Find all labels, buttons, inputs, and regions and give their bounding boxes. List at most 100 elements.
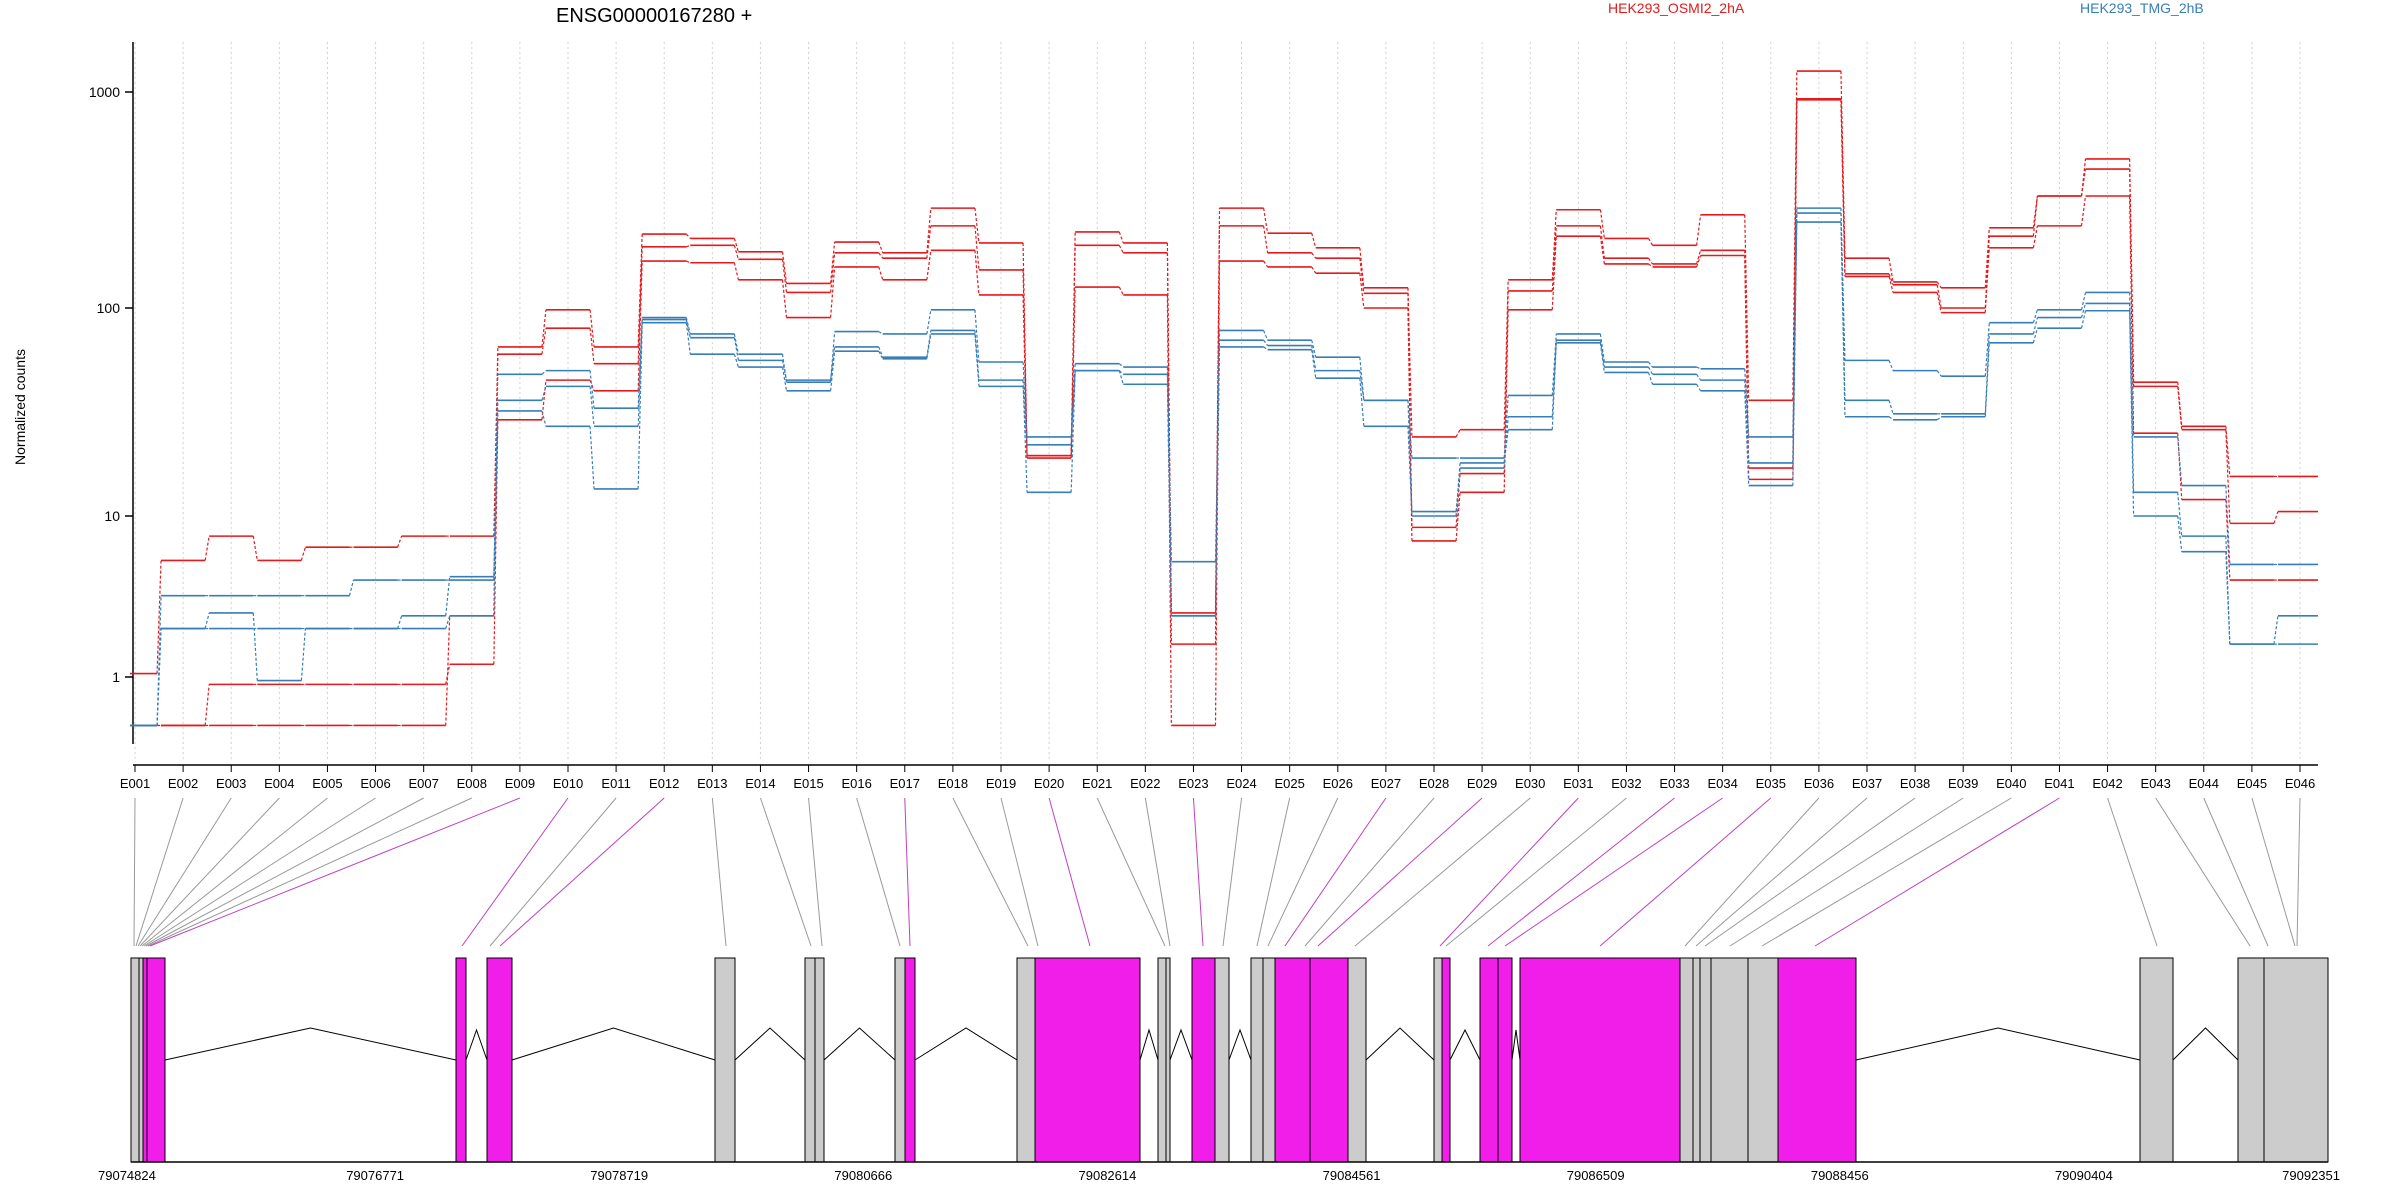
exon-block [455,957,467,1163]
series-transition [1792,213,1798,463]
series-transition [1744,390,1750,486]
series-transition [1984,247,1990,313]
exon-label: E037 [1852,776,1882,791]
exon-label: E013 [697,776,727,791]
intron-line [1365,1027,1435,1061]
exon-connector [759,797,812,947]
exon-block [714,957,736,1163]
exon-connector [489,797,617,947]
series-transition [1166,384,1172,616]
series-transition [204,536,210,561]
exon-block [1347,957,1367,1163]
exon-block [1747,957,1779,1163]
series-transition [2032,327,2038,343]
exon-label: E010 [553,776,583,791]
series-transition [685,322,691,355]
exon-label: E016 [841,776,871,791]
exon-block [2263,957,2329,1163]
series-transition [1599,340,1605,368]
series-transition [1696,255,1702,268]
series-transition [1888,360,1894,371]
series-transition [2080,168,2087,197]
series-transition [1696,383,1702,392]
exon-block [2139,957,2174,1163]
coord-label: 79084561 [1323,1168,1381,1183]
exon-label: E028 [1419,776,1449,791]
series-blue-4 [130,212,2318,727]
exon-connectors [133,797,2301,947]
legend-entry-blue: HEK293_TMG_2hB [2080,0,2204,16]
exon-label: E014 [745,776,775,791]
exon-connector [1048,797,1091,947]
exon-label: E045 [2237,776,2267,791]
exon-label: E025 [1274,776,1304,791]
exon-connector [1599,797,1772,947]
series-transition [1888,416,1894,421]
exon-label: E002 [168,776,198,791]
series-transition [1311,340,1317,358]
exon-connector [135,797,184,947]
series-transition [541,370,547,375]
exon-connector [1504,797,1723,947]
series-transition [637,246,643,364]
series-transition [1359,247,1365,288]
exon-block [146,957,166,1163]
series-transition [2177,492,2183,537]
series-transition [2080,292,2087,310]
exon-block [1519,957,1681,1163]
exon-block [486,957,513,1163]
exon-connector [1284,797,1387,947]
series-transition [685,319,691,338]
exon-block [1250,957,1264,1163]
series-transition [300,628,306,681]
series-transition [733,262,739,280]
series-transition [589,370,595,409]
series-transition [1792,99,1798,480]
series-transition [926,250,932,280]
exon-connector [1695,797,1868,947]
series-transition [1551,342,1557,430]
series-transition [2177,436,2183,486]
intron-line [823,1027,896,1061]
series-transition [1022,380,1028,493]
series-transition [2032,225,2038,248]
coord-label: 79076771 [346,1168,404,1183]
series-transition [926,208,932,253]
series-transition [1070,287,1076,459]
series-transition [2177,515,2183,552]
exon-connector [952,797,1029,947]
series-transition [1599,209,1605,239]
exon-label: E020 [1034,776,1064,791]
series-transition [830,266,836,318]
series-transition [1936,416,1942,421]
exon-label: E011 [601,776,630,791]
series-lines [130,70,2318,727]
series-transition [1888,276,1894,293]
exon-block [130,957,140,1163]
exon-connector [1487,797,1675,947]
series-transition [2129,169,2135,387]
exon-block [1191,957,1216,1163]
exon-block [1274,957,1311,1163]
exon-label: E029 [1467,776,1497,791]
axes: 1 10 100 1000 [89,42,2318,766]
series-transition [830,346,836,381]
exon-connector [499,797,665,947]
series-transition [878,266,884,281]
series-transition [1311,233,1317,248]
exon-connector [1144,797,1171,947]
series-transition [156,628,162,726]
series-transition [830,252,836,293]
exon-label: E012 [649,776,679,791]
series-transition [2273,511,2279,524]
series-transition [637,234,643,347]
coord-label: 79092351 [2282,1168,2340,1183]
exon-label: E044 [2189,776,2219,791]
exon-block [2237,957,2265,1163]
series-transition [2129,292,2135,437]
exon-label: E030 [1515,776,1545,791]
exon-connector [1684,797,1820,947]
exon-label: E018 [938,776,968,791]
series-transition [2225,551,2231,645]
